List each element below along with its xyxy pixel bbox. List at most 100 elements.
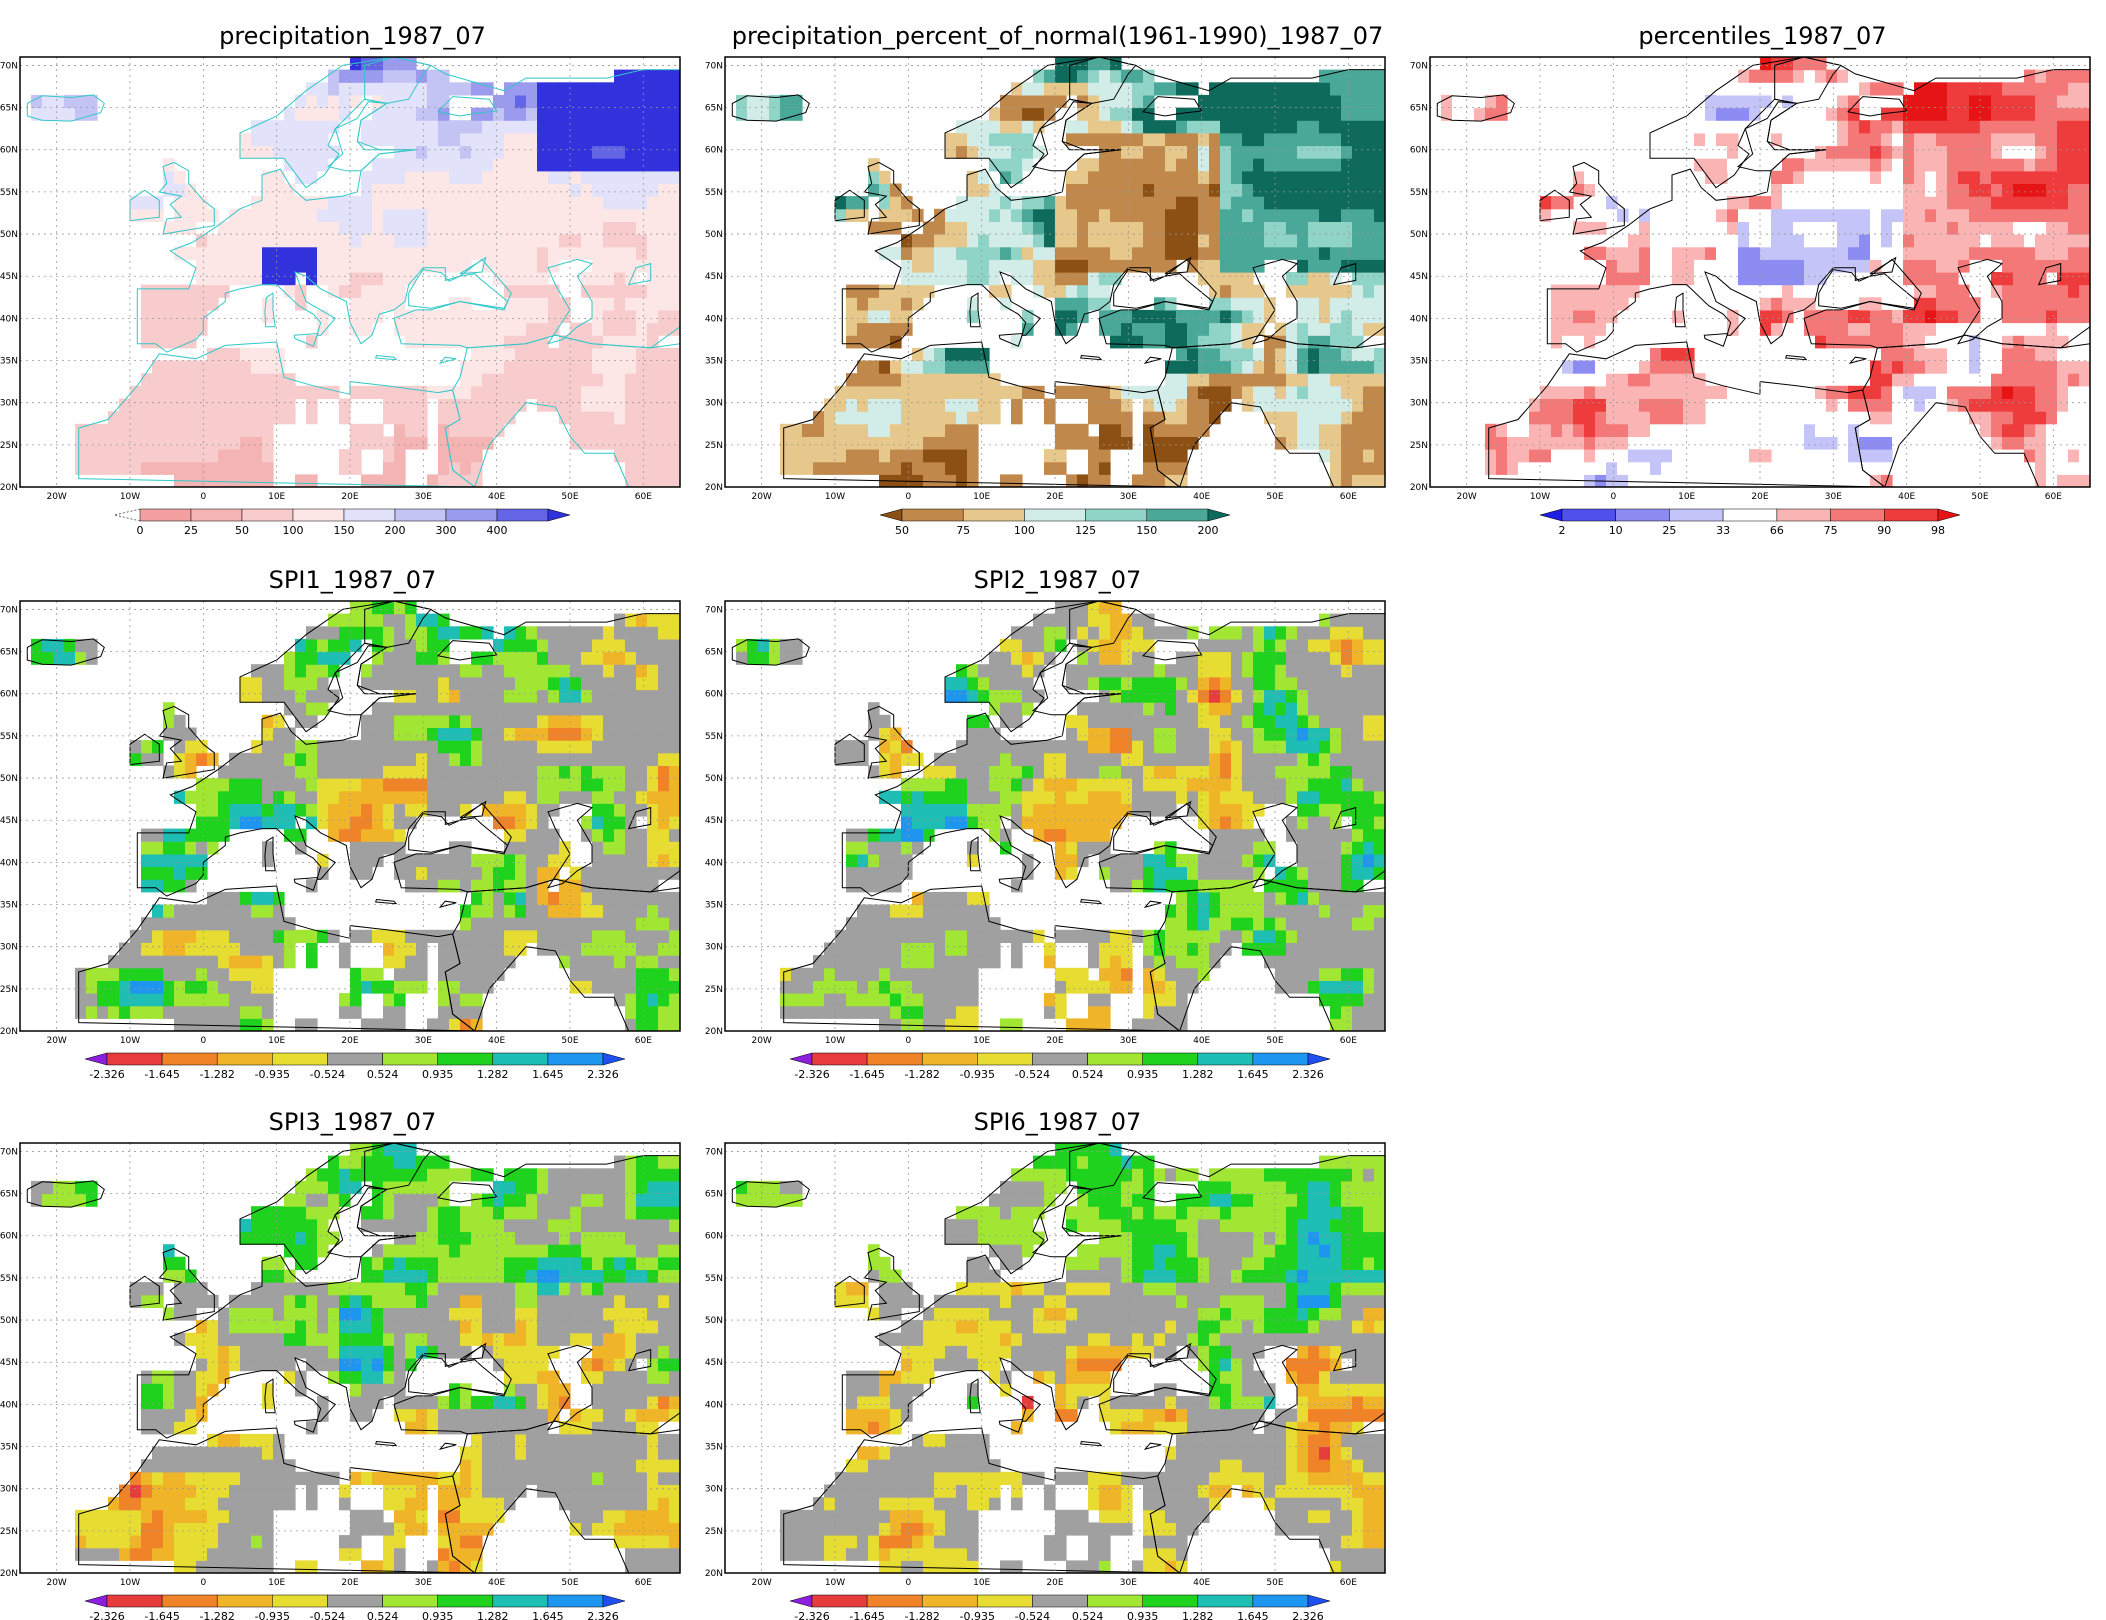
coastlines (731, 601, 1385, 1031)
lat-tick-label: 60N (705, 690, 723, 700)
lat-tick-label: 55N (0, 188, 18, 198)
colorbar-label: -1.282 (904, 1610, 939, 1620)
lat-tick-label: 40N (705, 858, 723, 868)
colorbar-label: 0.524 (1072, 1068, 1104, 1081)
lon-tick-label: 40E (1193, 1036, 1210, 1046)
lat-tick-label: 20N (1410, 483, 1428, 493)
colorbar-label: -0.524 (1015, 1610, 1050, 1620)
lat-tick-label: 25N (705, 985, 723, 995)
data-field (736, 57, 1385, 487)
colorbar-label: -1.282 (199, 1610, 234, 1620)
lat-tick-label: 45N (705, 816, 723, 826)
colorbar-label: 100 (283, 524, 304, 537)
colorbar-box (161, 1052, 218, 1066)
lat-tick-label: 55N (705, 732, 723, 742)
lon-tick-label: 10W (825, 492, 845, 502)
lat-tick-label: 40N (0, 858, 18, 868)
colorbar-label: -1.645 (849, 1068, 884, 1081)
colorbar-arrow-left (789, 1594, 813, 1608)
lat-tick-label: 25N (0, 985, 18, 995)
colorbar-box (327, 1052, 383, 1066)
lat-tick-label: 60N (0, 1232, 18, 1242)
colorbar-box (977, 1052, 1033, 1066)
colorbar: -2.326 -1.645 -1.282 -0.935 -0.524 0.524 0.935… (789, 1052, 1331, 1081)
colorbar-label: 2.326 (1292, 1610, 1324, 1620)
lat-tick-label: 30N (0, 1485, 18, 1495)
lat-tick-label: 25N (0, 441, 18, 451)
colorbar-label: 1.645 (532, 1068, 564, 1081)
map-area: 20W 10W 0 10E 20E 30E 40E 50E 60E 70N 65N 60N 55N 50N… (705, 56, 1386, 502)
panel-title: precipitation_1987_07 (219, 22, 486, 50)
lat-tick-label: 65N (1410, 104, 1428, 114)
colorbar-arrow-right (1307, 1594, 1331, 1608)
colorbar-label: 0 (137, 524, 144, 537)
lat-tick-label: 70N (705, 605, 723, 615)
colorbar-box (216, 1052, 273, 1066)
colorbar-box (811, 1052, 868, 1066)
colorbar-label: -1.282 (904, 1068, 939, 1081)
colorbar-label: 0.524 (367, 1610, 399, 1620)
colorbar-box (1087, 1052, 1143, 1066)
grid-lines (725, 1143, 1385, 1574)
panel-precipitation: precipitation_1987_07 20W 10W 0 10E 20E 30E 40… (0, 22, 690, 542)
colorbar-box (394, 508, 447, 522)
colorbar-box (1142, 1594, 1199, 1608)
lon-tick-label: 30E (415, 492, 432, 502)
panel-percent-of-normal: precipitation_percent_of_normal(1961-199… (705, 22, 1395, 542)
coastlines (1436, 57, 2090, 487)
colorbar-label: 200 (1198, 524, 1219, 537)
colorbar-box (1197, 1052, 1254, 1066)
lat-tick-label: 30N (705, 1485, 723, 1495)
lon-tick-label: 40E (488, 1036, 505, 1046)
panel-spi6: SPI6_1987_07 20W 10W 0 10E 20E 30E 40E 50E 60E 70… (705, 1108, 1410, 1620)
lon-tick-label: 10E (973, 1036, 990, 1046)
lon-tick-label: 10E (268, 1036, 285, 1046)
grid-lines (20, 57, 680, 488)
lon-tick-label: 60E (635, 492, 652, 502)
colorbar-label: -0.935 (255, 1610, 290, 1620)
colorbar-label: 0.524 (1072, 1610, 1104, 1620)
colorbar-label: -0.524 (310, 1068, 345, 1081)
lat-tick-label: 55N (705, 1274, 723, 1284)
axis-labels: 20W 10W 0 10E 20E 30E 40E 50E 60E 70N 65N 60N 55N 50N… (0, 1147, 652, 1588)
colorbar-label: 100 (1014, 524, 1035, 537)
colorbar-label: 2 (1559, 524, 1566, 537)
colorbar-label: -2.326 (794, 1068, 829, 1081)
lat-tick-label: 65N (705, 648, 723, 658)
colorbar-label: 1.282 (477, 1068, 509, 1081)
map-plot: 20W 10W 0 10E 20E 30E 40E 50E 60E 70N 65N 60N 55N 50N… (0, 56, 681, 537)
map-area: 20W 10W 0 10E 20E 30E 40E 50E 60E 70N 65N 60N 55N 50N… (0, 56, 681, 502)
colorbar-arrow-left (84, 1594, 108, 1608)
lon-tick-label: 20E (1046, 492, 1063, 502)
lat-tick-label: 20N (0, 1569, 18, 1579)
coastlines (26, 601, 680, 1031)
lat-tick-label: 60N (1410, 146, 1428, 156)
colorbar-box (1032, 1052, 1088, 1066)
colorbar-label: -2.326 (794, 1610, 829, 1620)
colorbar-box (1085, 508, 1148, 522)
data-field (1441, 57, 2090, 487)
panel-title: SPI1_1987_07 (268, 566, 437, 594)
axis-labels: 20W 10W 0 10E 20E 30E 40E 50E 60E 70N 65N 60N 55N 50N… (705, 1147, 1357, 1588)
lon-tick-label: 50E (1266, 1578, 1283, 1588)
lon-tick-label: 50E (561, 1578, 578, 1588)
colorbar-label: 0.935 (1127, 1068, 1159, 1081)
colorbar-box (272, 1052, 328, 1066)
axis-labels: 20W 10W 0 10E 20E 30E 40E 50E 60E 70N 65N 60N 55N 50N… (705, 61, 1357, 502)
lat-tick-label: 65N (705, 104, 723, 114)
lat-tick-label: 20N (705, 1569, 723, 1579)
lon-tick-label: 0 (1610, 492, 1616, 502)
colorbar-label: 75 (1824, 524, 1838, 537)
colorbar-label: -0.935 (960, 1610, 995, 1620)
lon-tick-label: 0 (905, 1036, 911, 1046)
lat-tick-label: 60N (0, 146, 18, 156)
colorbar-box (1252, 1052, 1309, 1066)
lat-tick-label: 35N (705, 357, 723, 367)
lon-tick-label: 20W (751, 1036, 771, 1046)
colorbar-label: -0.935 (960, 1068, 995, 1081)
lat-tick-label: 25N (0, 1527, 18, 1537)
lat-tick-label: 50N (705, 1316, 723, 1326)
colorbar-box (327, 1594, 383, 1608)
colorbar-box (1024, 508, 1086, 522)
map-frame (1429, 56, 2091, 488)
